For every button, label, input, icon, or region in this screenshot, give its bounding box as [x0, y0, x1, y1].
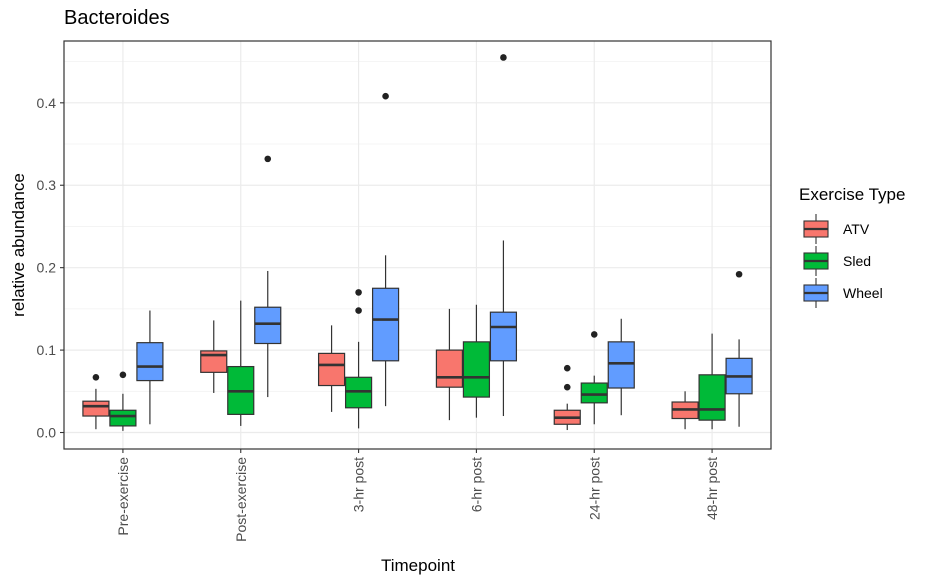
legend-item-sled: Sled [803, 246, 871, 276]
box-iqr [82, 400, 110, 417]
y-tick-label: 0.2 [37, 260, 57, 276]
box-sled-2 [344, 289, 373, 429]
box-atv-4 [553, 364, 581, 431]
box-atv-1 [200, 320, 228, 393]
plot-panel: 0.0 0.1 0.2 0.3 0.4 Pre-exercise Post-exercise… [37, 40, 772, 542]
outlier-point [382, 92, 389, 100]
outlier-point [563, 383, 571, 391]
box-atv-2 [317, 325, 346, 412]
legend: ATV Sled Wheel [803, 214, 883, 308]
box-sled-5 [698, 333, 726, 430]
box-wheel-4 [607, 318, 635, 416]
outlier-point [119, 371, 127, 379]
x-tick-label: Pre-exercise [115, 457, 131, 536]
box-sled-4 [580, 331, 608, 425]
y-tick-label: 0.4 [37, 95, 57, 111]
outlier-point [355, 289, 362, 296]
box-iqr [580, 382, 608, 404]
box-atv-3 [435, 308, 464, 421]
box-iqr [462, 341, 491, 398]
panel-background [64, 41, 771, 449]
box-iqr [136, 342, 164, 382]
legend-label: ATV [843, 221, 870, 237]
x-tick-label: 6-hr post [468, 457, 484, 512]
x-tick-label: Post-exercise [233, 457, 249, 542]
y-tick-label: 0.0 [37, 425, 57, 441]
box-wheel-2 [371, 92, 400, 407]
box-iqr [109, 409, 137, 427]
outlier-point [563, 364, 571, 372]
box-wheel-5 [725, 270, 753, 427]
outlier-point [92, 373, 100, 381]
box-iqr [489, 311, 518, 362]
outlier-point [264, 155, 272, 163]
box-atv-0 [82, 373, 110, 430]
box-sled-3 [462, 304, 491, 418]
legend-label: Wheel [843, 285, 883, 301]
box-iqr [317, 352, 346, 387]
box-sled-0 [109, 371, 137, 431]
x-tick-label: 3-hr post [351, 457, 367, 512]
outlier-point [500, 54, 507, 61]
box-wheel-3 [489, 54, 518, 417]
outlier-point [355, 307, 362, 314]
x-tick-label: 48-hr post [704, 457, 720, 520]
box-iqr [254, 306, 282, 345]
box-wheel-0 [136, 310, 164, 425]
y-axis-title: relative abundance [9, 173, 28, 317]
legend-item-atv: ATV [803, 214, 870, 244]
box-wheel-1 [254, 155, 282, 398]
legend-item-wheel: Wheel [803, 278, 883, 308]
panel-border [63, 40, 772, 450]
x-axis-title: Timepoint [381, 556, 455, 575]
outlier-point [735, 270, 743, 278]
legend-label: Sled [843, 253, 871, 269]
box-iqr [371, 287, 400, 362]
box-iqr [698, 374, 726, 421]
box-sled-1 [227, 300, 255, 426]
legend-title: Exercise Type [799, 185, 905, 204]
y-tick-label: 0.3 [37, 177, 57, 193]
chart-title: Bacteroides [64, 7, 170, 29]
y-tick-label: 0.1 [37, 342, 57, 358]
box-iqr [607, 341, 635, 389]
box-iqr [435, 349, 464, 388]
x-tick-label: 24-hr post [586, 457, 602, 520]
outlier-point [590, 331, 598, 338]
box-atv-5 [671, 391, 699, 430]
